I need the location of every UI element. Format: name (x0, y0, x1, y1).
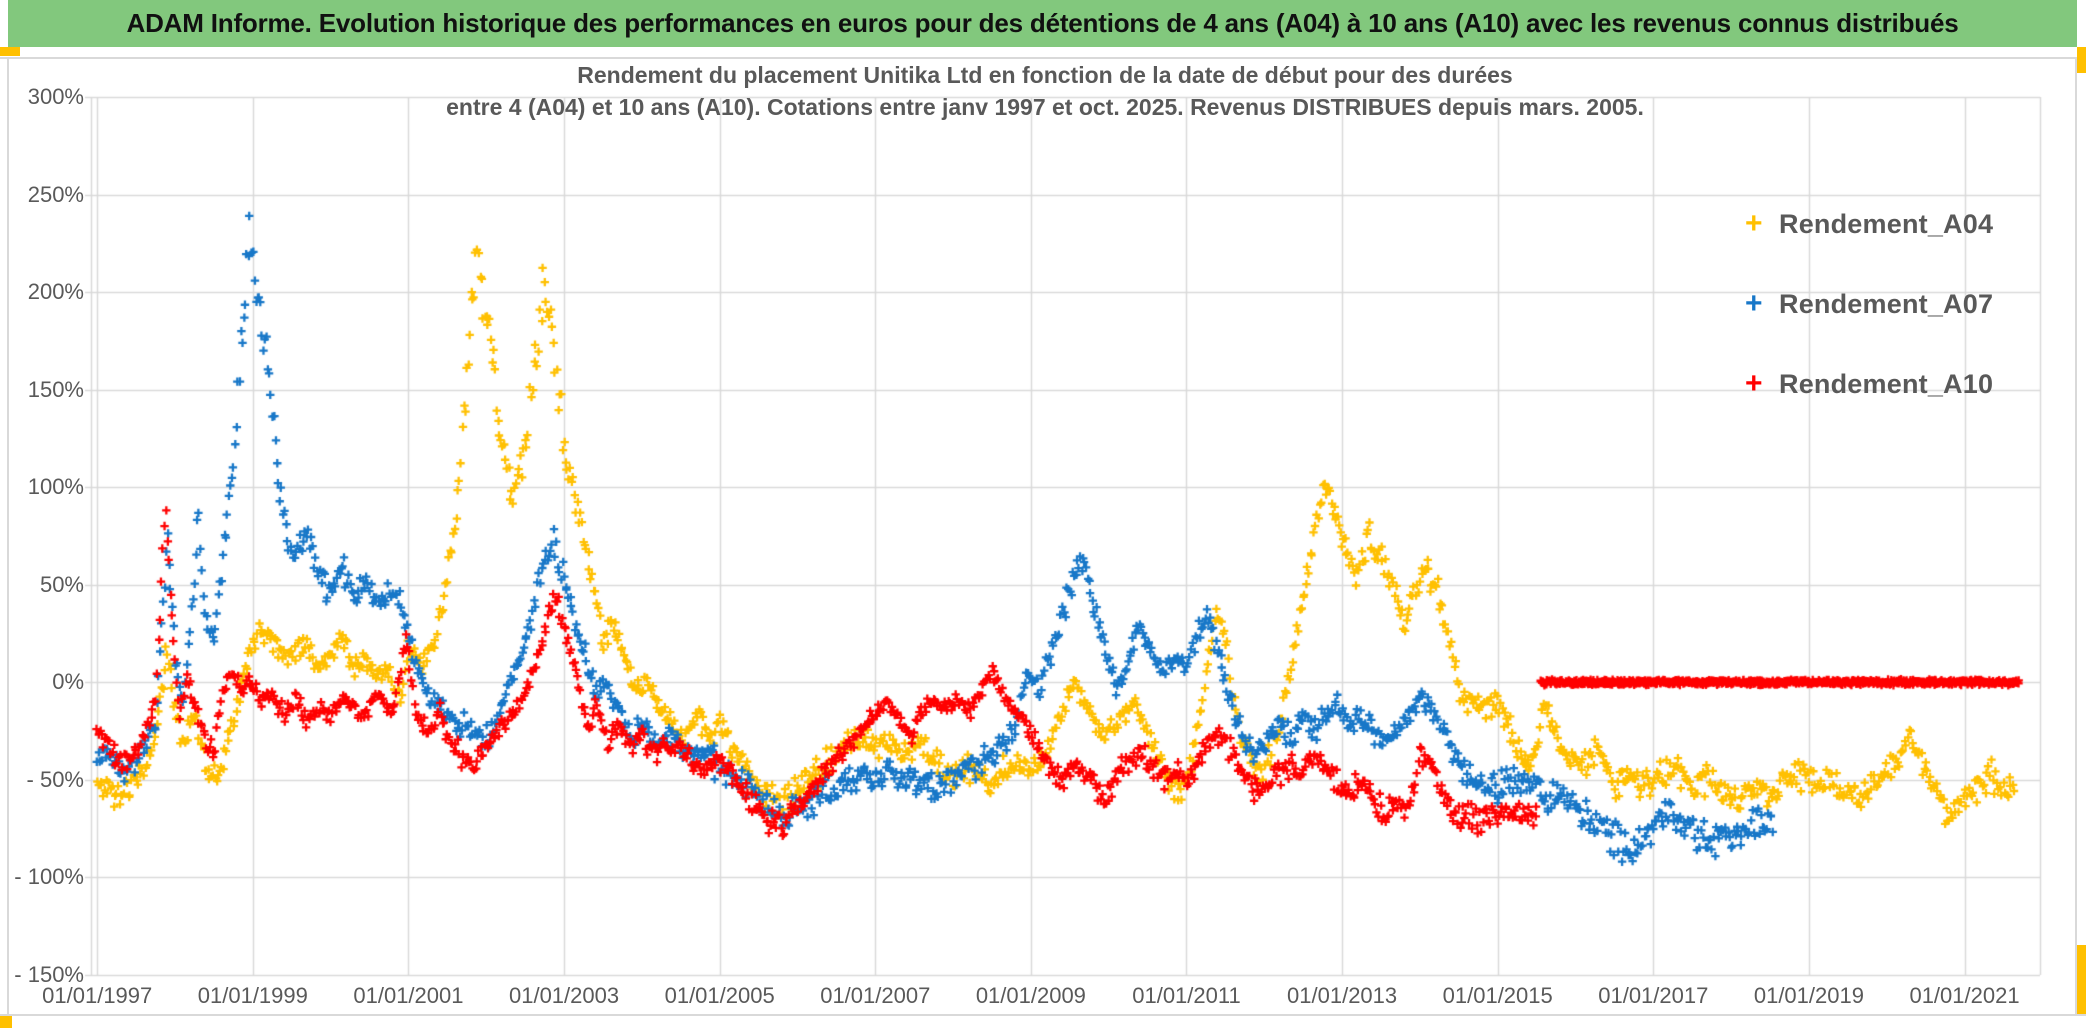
y-tick-label: 100% (27, 474, 84, 500)
y-tick-label: 150% (27, 376, 84, 402)
x-tick-label: 01/01/2013 (1287, 983, 1398, 1008)
x-tick-label: 01/01/2001 (353, 983, 464, 1008)
legend-item-a04: + Rendement_A04 (1745, 184, 1993, 264)
x-tick-label: 01/01/2017 (1598, 983, 1709, 1008)
legend-item-a10: + Rendement_A10 (1745, 344, 1993, 424)
x-tick-label: 01/01/2009 (975, 983, 1086, 1008)
y-tick-label: 250% (27, 181, 84, 207)
y-tick-label: - 50% (26, 766, 84, 792)
x-tick-label: 01/01/1997 (42, 983, 153, 1008)
plus-marker-icon-a10: + (1745, 367, 1763, 400)
y-tick-label: - 100% (14, 864, 84, 890)
y-tick-label: 50% (39, 571, 84, 597)
x-tick-label: 01/01/2007 (820, 983, 931, 1008)
y-tick-label: 200% (27, 279, 84, 305)
x-tick-label: 01/01/2015 (1442, 983, 1553, 1008)
legend-label-a10: Rendement_A10 (1779, 368, 1994, 399)
y-tick-label: 300% (27, 84, 84, 109)
legend-label-a07: Rendement_A07 (1779, 288, 1994, 319)
x-tick-label: 01/01/2003 (508, 983, 620, 1008)
x-tick-label: 01/01/2019 (1753, 983, 1864, 1008)
y-tick-label: - 150% (14, 962, 84, 987)
legend-label-a04: Rendement_A04 (1779, 208, 1994, 239)
plus-marker-icon-a07: + (1745, 287, 1763, 320)
chart-title-line2: entre 4 (A04) et 10 ans (A10). Cotations… (446, 94, 1644, 120)
chart-title-line1: Rendement du placement Unitika Ltd en fo… (577, 62, 1513, 88)
legend-item-a07: + Rendement_A07 (1745, 264, 1993, 344)
x-tick-label: 01/01/2005 (664, 983, 775, 1008)
plus-marker-icon-a04: + (1745, 207, 1763, 240)
y-tick-label: 0% (52, 669, 84, 695)
x-tick-label: 01/01/1999 (197, 983, 308, 1008)
x-tick-label: 01/01/2011 (1132, 983, 1241, 1008)
legend: + Rendement_A04 + Rendement_A07 + Rendem… (1745, 184, 1993, 424)
x-tick-label: 01/01/2021 (1909, 983, 2020, 1008)
